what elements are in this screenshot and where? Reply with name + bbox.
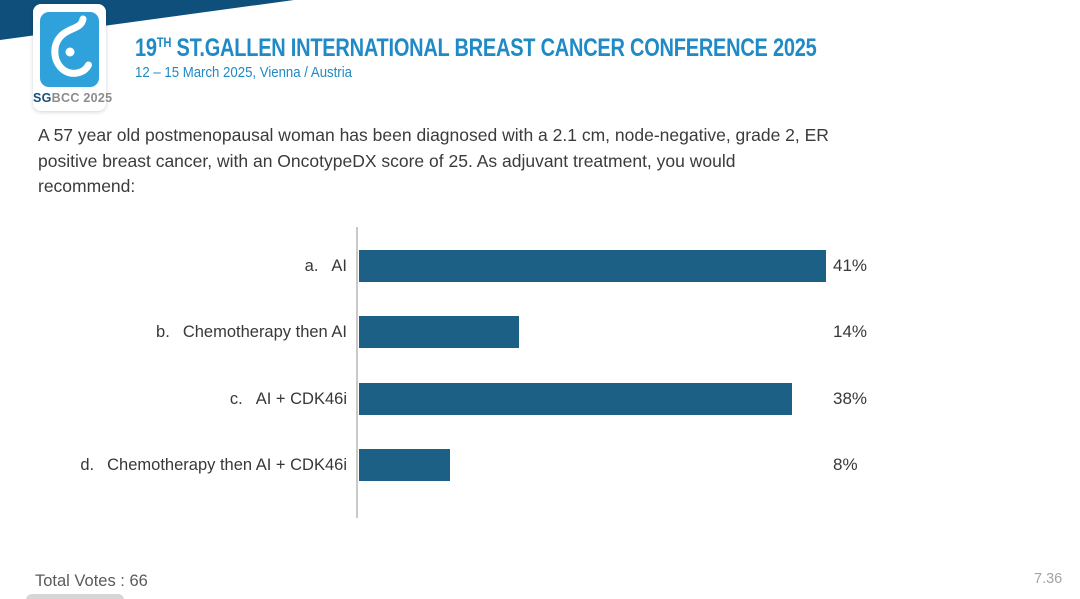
option-letter: a. (304, 257, 319, 275)
option-text: AI + CDK46i (255, 390, 347, 408)
option-letter: d. (80, 456, 95, 474)
chart-row-a: a. AI 41% (0, 250, 1080, 282)
total-votes-label: Total Votes : 66 (35, 572, 148, 590)
bottom-progress-pill (26, 594, 124, 599)
question-line-3: recommend: (38, 176, 136, 196)
sgbcc-logo-icon (40, 12, 99, 87)
sgbcc-logo-caption: SGBCC 2025 (33, 91, 113, 105)
option-label: a. AI (305, 250, 347, 282)
question-line-2: positive breast cancer, with an Oncotype… (38, 150, 736, 171)
option-letter: c. (229, 390, 243, 408)
result-percentage: 41% (833, 256, 868, 275)
result-bar (359, 250, 826, 282)
conference-title: 19TH ST.GALLEN INTERNATIONAL BREAST CANC… (135, 34, 817, 62)
poll-question: A 57 year old postmenopausal woman has b… (38, 123, 829, 200)
result-bar (359, 316, 519, 348)
conference-subtitle: 12 – 15 March 2025, Vienna / Austria (135, 64, 352, 81)
option-text: AI (331, 257, 347, 275)
result-bar (359, 449, 450, 481)
result-percentage: 8% (833, 455, 858, 474)
result-bar (359, 383, 792, 415)
option-label: b. Chemotherapy then AI (156, 316, 347, 348)
chart-row-c: c. AI + CDK46i 38% (0, 383, 1080, 415)
option-label: c. AI + CDK46i (230, 383, 347, 415)
chart-row-d: d. Chemotherapy then AI + CDK46i 8% (0, 449, 1080, 481)
title-superscript: TH (156, 34, 172, 50)
option-text: Chemotherapy then AI + CDK46i (107, 456, 347, 474)
option-label: d. Chemotherapy then AI + CDK46i (80, 449, 347, 481)
chart-row-b: b. Chemotherapy then AI 14% (0, 316, 1080, 348)
result-percentage: 14% (833, 322, 868, 341)
sgbcc-logo: SGBCC 2025 (33, 4, 113, 111)
result-percentage: 38% (833, 389, 868, 408)
option-letter: b. (156, 323, 170, 341)
option-text: Chemotherapy then AI (182, 323, 347, 341)
chart-axis-line (356, 227, 358, 518)
page-number: 7.36 (1034, 571, 1063, 587)
question-line-1: A 57 year old postmenopausal woman has b… (38, 125, 829, 145)
